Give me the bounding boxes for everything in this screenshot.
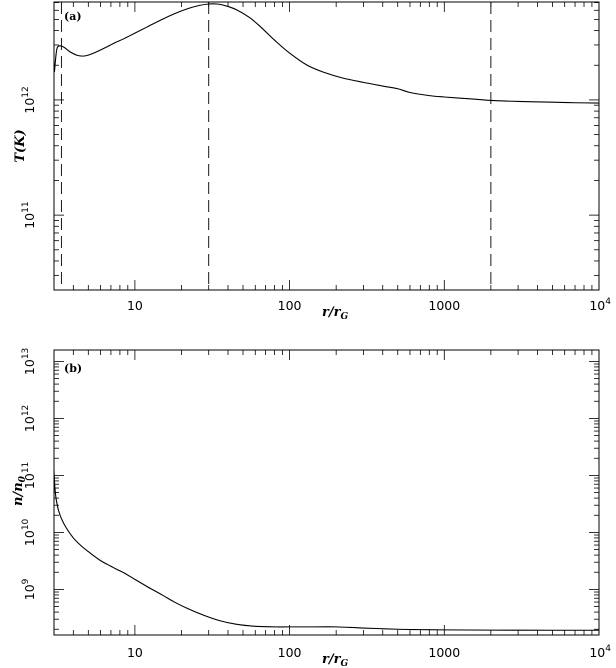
panel-b-frame bbox=[53, 349, 600, 636]
panel-b-x-tick-labels: 10 100 1000 104 bbox=[127, 644, 611, 660]
panel-a-x-axis-title-main: r/r bbox=[322, 305, 342, 320]
y-tick-label: 109 bbox=[21, 578, 37, 600]
panel-a-label: (a) bbox=[64, 10, 82, 23]
panel-b-y-axis-title: n/n0 bbox=[11, 475, 28, 506]
x-tick-label-base: 100 bbox=[278, 645, 302, 660]
panel-a-ticks bbox=[53, 2, 600, 290]
y-tick-label-exp: 12 bbox=[21, 86, 31, 97]
y-tick-label: 1012 bbox=[21, 86, 37, 113]
x-tick-label-base: 10 bbox=[589, 645, 605, 660]
x-tick-label: 100 bbox=[278, 645, 302, 660]
x-tick-label: 10 bbox=[127, 298, 143, 313]
panel-b-x-axis-title: r/rG bbox=[322, 652, 348, 668]
x-tick-label: 1000 bbox=[428, 645, 460, 660]
panel-a-x-axis-title: r/rG bbox=[322, 305, 348, 322]
panel-b-x-axis-title-main: r/r bbox=[322, 652, 342, 667]
x-tick-label: 104 bbox=[589, 297, 611, 313]
panel-b-y-axis-title-sub: 0 bbox=[18, 475, 28, 482]
panel-b-y-axis-title-main: n/n bbox=[11, 482, 26, 506]
y-tick-label-text: 1010 bbox=[21, 518, 37, 546]
panel-a-frame bbox=[53, 1, 600, 291]
y-tick-label-base: 10 bbox=[22, 416, 37, 432]
x-tick-label-base: 100 bbox=[278, 298, 302, 313]
x-tick-label-exp: 4 bbox=[605, 644, 611, 654]
y-tick-label-text: 1013 bbox=[21, 348, 37, 375]
panel-a-x-tick-labels: 10 100 1000 104 bbox=[127, 297, 611, 313]
x-tick-label-base: 1000 bbox=[428, 298, 460, 313]
panel-a-y-axis-title: T(K) bbox=[13, 129, 28, 162]
panel-b-ticks bbox=[53, 350, 600, 635]
y-tick-label: 1012 bbox=[21, 405, 37, 432]
x-tick-label-exp: 4 bbox=[605, 297, 611, 307]
y-tick-label-exp: 11 bbox=[21, 462, 31, 473]
y-tick-label-text: 1012 bbox=[21, 405, 37, 432]
y-tick-label-exp: 10 bbox=[21, 518, 31, 530]
y-tick-label-exp: 13 bbox=[21, 348, 31, 359]
y-tick-label-base: 10 bbox=[22, 530, 37, 546]
y-tick-label: 1011 bbox=[21, 462, 37, 489]
panel-a-curve-group bbox=[53, 3, 600, 104]
y-tick-label-base: 10 bbox=[22, 213, 37, 229]
y-tick-label-exp: 12 bbox=[21, 405, 31, 416]
y-tick-label-text: 1012 bbox=[21, 86, 37, 113]
data-series-line bbox=[53, 470, 600, 631]
x-tick-label: 104 bbox=[589, 644, 611, 660]
panel-b-curve-group bbox=[53, 470, 600, 631]
x-tick-label-base: 10 bbox=[127, 298, 143, 313]
y-tick-label: 1011 bbox=[21, 201, 37, 228]
x-tick-label: 100 bbox=[278, 298, 302, 313]
y-tick-label-base: 10 bbox=[22, 473, 37, 489]
x-tick-label-base: 1000 bbox=[428, 645, 460, 660]
y-tick-label-base: 10 bbox=[22, 584, 37, 600]
y-tick-label: 1010 bbox=[21, 518, 37, 546]
y-tick-label-text: 1011 bbox=[21, 462, 37, 489]
x-tick-label-base: 10 bbox=[127, 645, 143, 660]
panel-a-reference-lines bbox=[60, 2, 492, 290]
y-tick-label: 1013 bbox=[21, 348, 37, 375]
y-tick-label-exp: 9 bbox=[21, 578, 31, 584]
x-tick-label-base: 10 bbox=[589, 298, 605, 313]
x-tick-label: 1000 bbox=[428, 298, 460, 313]
panel-b-x-axis-title-sub: G bbox=[340, 659, 348, 668]
y-tick-label-text: 109 bbox=[21, 578, 37, 600]
y-tick-label-exp: 11 bbox=[21, 201, 31, 212]
x-tick-label: 10 bbox=[127, 645, 143, 660]
panel-a-x-axis-title-sub: G bbox=[340, 312, 348, 322]
data-series-line bbox=[53, 3, 600, 104]
y-tick-label-text: 1011 bbox=[21, 201, 37, 228]
y-tick-label-base: 10 bbox=[22, 98, 37, 114]
panel-b-label: (b) bbox=[64, 362, 82, 375]
y-tick-label-base: 10 bbox=[22, 359, 37, 375]
